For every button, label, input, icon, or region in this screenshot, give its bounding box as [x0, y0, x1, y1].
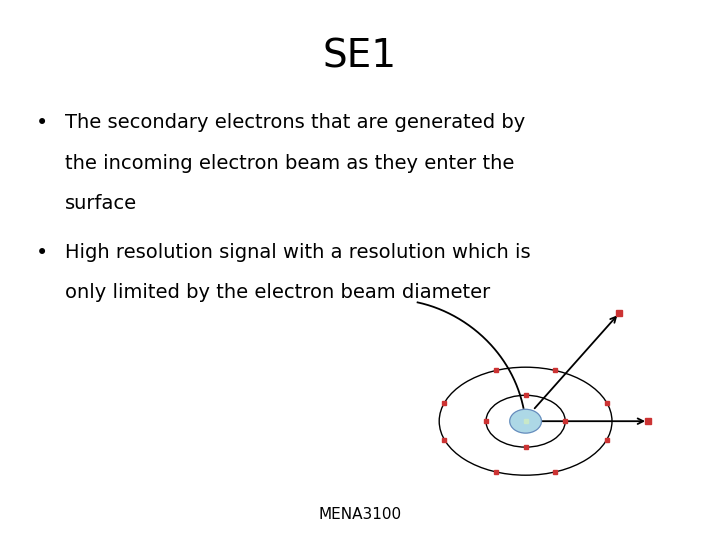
Text: MENA3100: MENA3100: [318, 507, 402, 522]
Text: •: •: [36, 243, 48, 263]
Text: High resolution signal with a resolution which is: High resolution signal with a resolution…: [65, 243, 531, 262]
Text: the incoming electron beam as they enter the: the incoming electron beam as they enter…: [65, 154, 514, 173]
Text: The secondary electrons that are generated by: The secondary electrons that are generat…: [65, 113, 525, 132]
Text: surface: surface: [65, 194, 137, 213]
Text: •: •: [36, 113, 48, 133]
Text: only limited by the electron beam diameter: only limited by the electron beam diamet…: [65, 284, 490, 302]
Circle shape: [510, 409, 541, 433]
Text: SE1: SE1: [323, 38, 397, 76]
